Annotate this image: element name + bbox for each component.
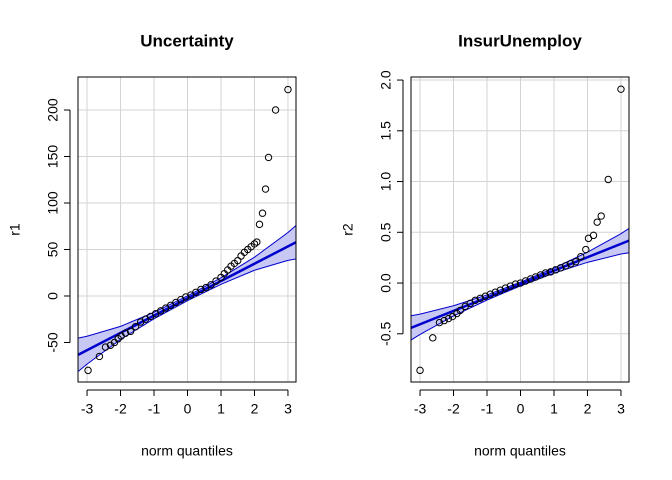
x-tick-label: -1 — [148, 401, 161, 417]
data-point — [435, 318, 444, 327]
data-point — [551, 266, 560, 274]
plot-frame — [77, 76, 297, 383]
data-point — [567, 260, 575, 268]
data-point — [271, 106, 280, 114]
data-point — [471, 296, 479, 304]
reference-line — [77, 241, 297, 356]
x-tick-label: -3 — [414, 401, 427, 417]
data-point — [491, 288, 500, 296]
reference-line — [410, 239, 630, 330]
data-point — [536, 271, 545, 279]
y-tick-label: 150 — [45, 145, 61, 169]
x-tick-label: 1 — [550, 401, 558, 417]
y-tick-label: 200 — [45, 98, 61, 122]
data-point — [212, 277, 220, 285]
x-axis-label: norm quantiles — [474, 443, 566, 459]
data-point — [261, 185, 270, 193]
data-point — [197, 285, 205, 294]
data-point — [253, 238, 261, 246]
data-point — [131, 322, 140, 331]
y-tick-label: 50 — [45, 241, 61, 257]
y-tick-label: 0.0 — [378, 273, 394, 293]
data-point — [95, 352, 104, 361]
data-point — [444, 314, 453, 323]
y-tick-label: 2.0 — [378, 70, 394, 90]
data-point — [531, 273, 540, 281]
data-point — [577, 252, 585, 261]
x-tick-label: 0 — [184, 401, 192, 417]
y-axis-label: r2 — [340, 223, 356, 236]
data-point — [541, 269, 550, 277]
x-tick-label: 2 — [251, 401, 259, 417]
chart-title: Uncertainty — [140, 31, 234, 50]
y-tick-label: 100 — [45, 191, 61, 215]
y-tick-label: 1.0 — [378, 172, 394, 192]
data-point — [416, 366, 424, 375]
data-point — [597, 212, 605, 220]
y-tick-label: -50 — [45, 332, 61, 352]
x-tick-label: 2 — [584, 401, 592, 417]
x-tick-label: 3 — [284, 401, 292, 417]
x-axis-label: norm quantiles — [141, 443, 233, 459]
data-point — [250, 240, 259, 248]
x-tick-label: 1 — [217, 401, 225, 417]
data-point — [284, 85, 292, 94]
data-point — [481, 292, 490, 300]
data-point — [562, 262, 570, 270]
data-point — [255, 220, 264, 229]
data-point — [440, 316, 448, 325]
data-point — [526, 275, 535, 283]
data-point — [121, 329, 130, 337]
data-point — [429, 334, 437, 342]
data-point — [456, 306, 464, 315]
y-tick-label: -0.5 — [378, 322, 394, 346]
x-tick-label: 3 — [617, 401, 625, 417]
data-point — [496, 286, 505, 294]
data-point — [617, 85, 625, 93]
x-tick-label: 0 — [517, 401, 525, 417]
y-tick-label: 0.5 — [378, 222, 394, 242]
y-tick-label: 1.5 — [378, 121, 394, 141]
x-tick-label: -2 — [447, 401, 460, 417]
data-point — [511, 280, 520, 288]
data-point — [516, 279, 525, 287]
data-point — [207, 281, 215, 289]
data-point — [126, 327, 135, 336]
chart-title: InsurUnemploy — [458, 31, 582, 50]
data-point — [476, 294, 485, 302]
data-point — [546, 268, 555, 276]
y-tick-label: 0 — [45, 292, 61, 300]
data-point — [593, 218, 601, 226]
data-point — [589, 231, 598, 240]
data-point — [110, 338, 119, 347]
plot-frame — [410, 76, 630, 383]
data-point — [604, 175, 612, 184]
data-point — [556, 264, 565, 272]
data-point — [84, 366, 92, 375]
data-point — [101, 343, 110, 351]
x-tick-label: -3 — [81, 401, 94, 417]
x-tick-label: -2 — [114, 401, 127, 417]
data-point — [501, 284, 510, 292]
data-point — [521, 277, 530, 285]
data-point — [582, 245, 590, 254]
data-point — [264, 153, 273, 162]
data-point — [258, 209, 267, 217]
data-point — [486, 290, 495, 298]
data-point — [182, 293, 190, 301]
data-point — [572, 258, 580, 266]
data-point — [506, 282, 515, 290]
x-tick-label: -1 — [481, 401, 494, 417]
y-axis-label: r1 — [7, 223, 23, 236]
